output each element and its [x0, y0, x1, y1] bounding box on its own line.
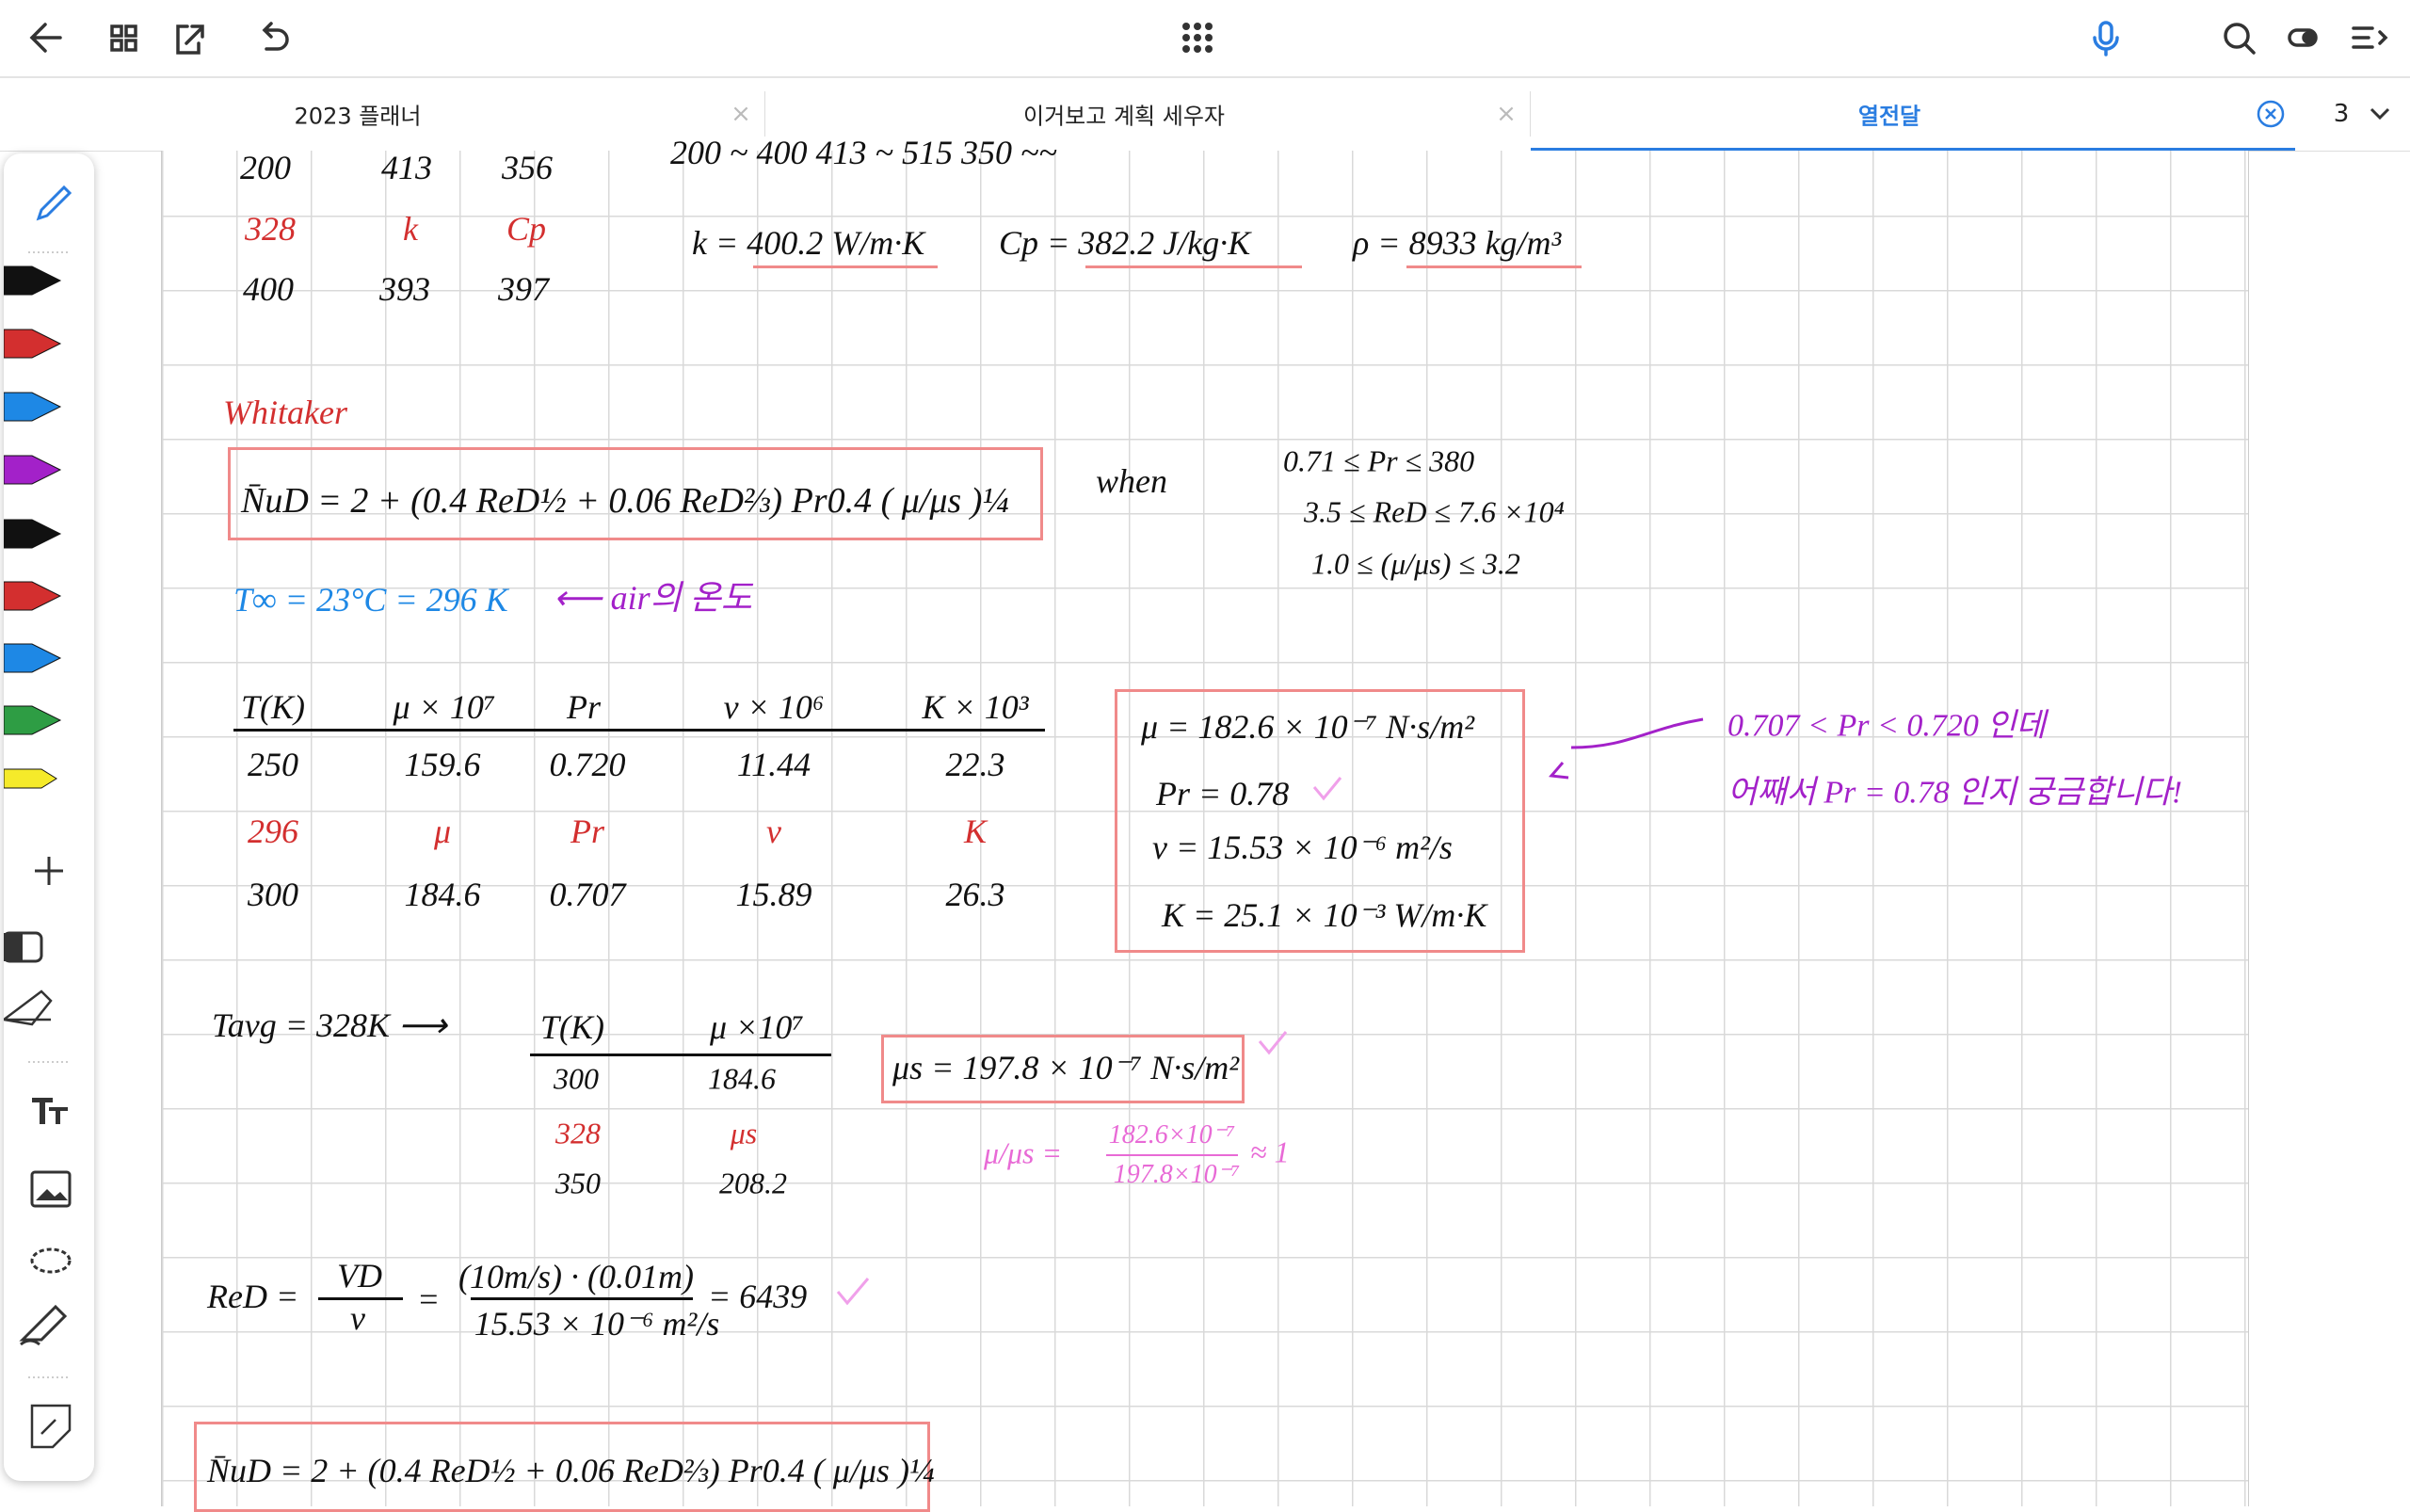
highlighter-tool[interactable]	[19, 1304, 68, 1346]
tool-icons	[0, 185, 72, 1449]
pen-presets[interactable]	[3, 265, 62, 789]
tab-close[interactable]: ×	[731, 100, 751, 128]
add-tool[interactable]	[35, 857, 63, 885]
page-count[interactable]: 3	[2333, 100, 2350, 128]
undo-button[interactable]	[262, 22, 289, 51]
tool-panel	[0, 153, 94, 1481]
lasso-tool[interactable]	[30, 1247, 72, 1274]
toggle-button[interactable]	[2288, 28, 2318, 47]
tab-close[interactable]	[2256, 99, 2286, 129]
ruler-tool[interactable]	[0, 989, 53, 1026]
search-button[interactable]	[2224, 23, 2256, 55]
export-button[interactable]	[176, 24, 204, 55]
toolbar	[0, 0, 2410, 78]
pen-tool[interactable]	[36, 185, 72, 221]
menu-button[interactable]	[2352, 26, 2388, 49]
tab[interactable]: 이거보고 계획 세우자	[1023, 103, 1225, 130]
toolbar-icons	[29, 21, 2388, 56]
grid-view-button[interactable]	[110, 24, 137, 52]
text-tool[interactable]	[32, 1098, 68, 1124]
shape-tool[interactable]	[30, 1404, 72, 1449]
image-tool[interactable]	[30, 1170, 72, 1208]
tab-divider	[764, 91, 765, 137]
apps-button[interactable]	[1182, 23, 1213, 53]
tab-divider	[1530, 91, 1531, 137]
tab[interactable]: 2023 플래너	[294, 103, 422, 130]
active-tab[interactable]: 열전달	[1857, 103, 1921, 130]
tab-close[interactable]: ×	[1496, 100, 1517, 128]
note-page[interactable]	[161, 151, 2249, 1506]
mic-button[interactable]	[2093, 21, 2119, 56]
active-tab-indicator	[1531, 148, 2295, 151]
back-button[interactable]	[29, 23, 62, 53]
eraser-tool[interactable]	[2, 931, 43, 963]
tab-menu[interactable]	[2369, 105, 2391, 123]
tab-bar: 2023 플래너 × 이거보고 계획 세우자 × 열전달 3	[0, 78, 2410, 152]
